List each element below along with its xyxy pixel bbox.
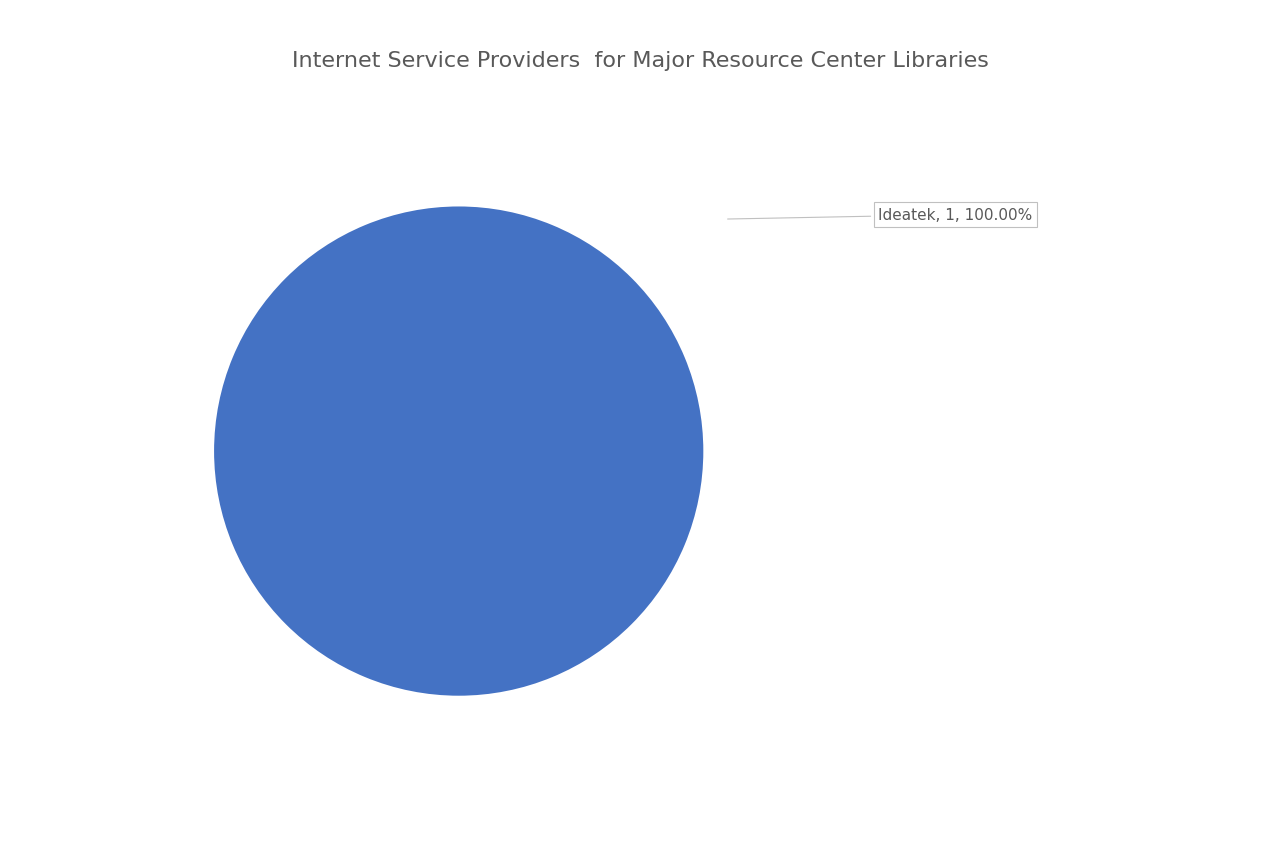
Text: Ideatek, 1, 100.00%: Ideatek, 1, 100.00% (727, 208, 1033, 223)
Wedge shape (212, 206, 704, 697)
Text: Internet Service Providers  for Major Resource Center Libraries: Internet Service Providers for Major Res… (292, 51, 988, 71)
